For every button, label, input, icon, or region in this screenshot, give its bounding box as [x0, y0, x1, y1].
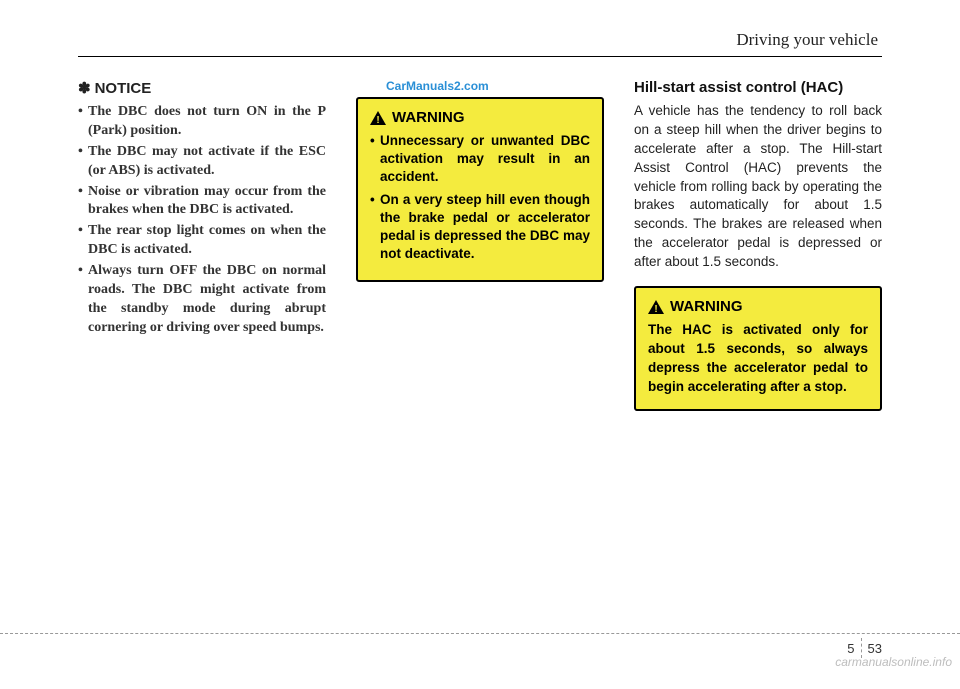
page-footer: 5 53 carmanualsonline.info: [0, 633, 960, 671]
hac-body: A vehicle has the tendency to roll back …: [634, 102, 882, 272]
svg-text:!: !: [376, 115, 379, 125]
warning-box-dbc: ! WARNING Unnecessary or unwanted DBC ac…: [356, 97, 604, 282]
notice-list: The DBC does not turn ON in the P (Park)…: [78, 103, 326, 338]
hac-heading: Hill-start assist control (HAC): [634, 79, 882, 96]
notice-label: NOTICE: [95, 80, 152, 97]
warning-triangle-icon: !: [370, 111, 386, 125]
notice-item: Always turn OFF the DBC on nor­mal roads…: [78, 262, 326, 338]
column-1: ✽NOTICE The DBC does not turn ON in the …: [78, 79, 326, 423]
warning-title: ! WARNING: [648, 298, 868, 315]
columns: ✽NOTICE The DBC does not turn ON in the …: [78, 79, 882, 423]
notice-symbol: ✽: [78, 80, 91, 97]
header-rule: [78, 56, 882, 57]
page-content: Driving your vehicle ✽NOTICE The DBC doe…: [78, 30, 882, 630]
notice-item: The rear stop light comes on when the DB…: [78, 222, 326, 260]
warning-label: WARNING: [670, 298, 743, 315]
footer-watermark: carmanualsonline.info: [835, 655, 952, 669]
warning-box-hac: ! WARNING The HAC is activated only for …: [634, 286, 882, 411]
column-3: Hill-start assist control (HAC) A vehicl…: [634, 79, 882, 423]
warning-item: Unnecessary or unwanted DBC activation m…: [370, 132, 590, 187]
warning-item: On a very steep hill even though the bra…: [370, 191, 590, 264]
watermark-link: CarManuals2.com: [356, 79, 604, 93]
notice-item: The DBC does not turn ON in the P (Park)…: [78, 103, 326, 141]
notice-item: The DBC may not activate if the ESC (or …: [78, 143, 326, 181]
warning-list: Unnecessary or unwanted DBC activation m…: [370, 132, 590, 264]
section-title: Driving your vehicle: [78, 30, 882, 56]
page-number-value: 53: [862, 641, 882, 656]
svg-text:!: !: [654, 304, 657, 314]
notice-item: Noise or vibration may occur from the br…: [78, 183, 326, 221]
notice-heading: ✽NOTICE: [78, 79, 326, 97]
column-2: CarManuals2.com ! WARNING Unnecessary or…: [356, 79, 604, 423]
warning-body: The HAC is activated only for about 1.5 …: [648, 321, 868, 397]
warning-title: ! WARNING: [370, 109, 590, 126]
warning-label: WARNING: [392, 109, 465, 126]
warning-triangle-icon: !: [648, 300, 664, 314]
